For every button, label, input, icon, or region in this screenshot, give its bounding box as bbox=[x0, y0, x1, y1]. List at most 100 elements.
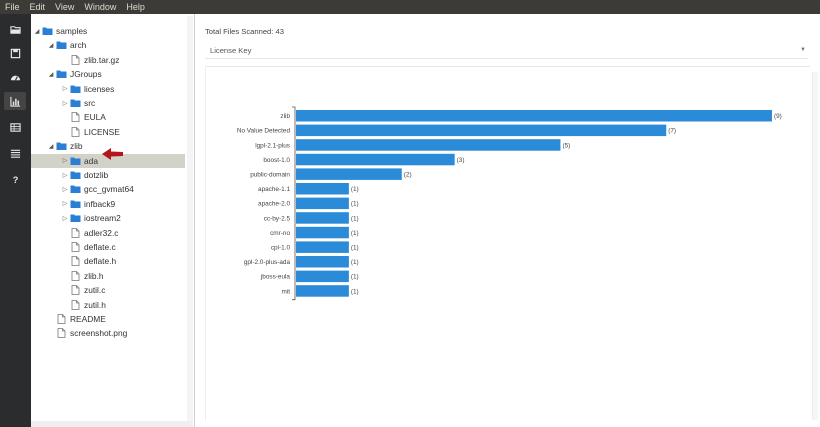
caret-collapsed-icon[interactable]: ▷ bbox=[62, 85, 68, 93]
bar-no-value-detected[interactable] bbox=[296, 124, 667, 137]
license-key-select[interactable]: License Key ▼ bbox=[205, 42, 808, 59]
bar-value-label: (1) bbox=[351, 215, 359, 222]
tree-folder-row[interactable]: ▷ dotzlib bbox=[31, 168, 185, 182]
folder-icon bbox=[42, 27, 53, 35]
bar-public-domain[interactable] bbox=[296, 168, 402, 180]
tree-item-label: zlib bbox=[70, 141, 83, 152]
file-icon bbox=[57, 314, 66, 324]
file-icon bbox=[71, 227, 80, 238]
bar-value-label: (1) bbox=[351, 201, 359, 208]
tree-file-row[interactable]: zutil.c bbox=[31, 283, 185, 297]
open-folder-button[interactable] bbox=[4, 20, 26, 38]
menu-window[interactable]: Window bbox=[84, 2, 117, 12]
bar-chart-icon bbox=[9, 96, 20, 107]
tree-file-row[interactable]: adler32.c bbox=[31, 226, 185, 240]
license-select-value: License Key bbox=[210, 45, 252, 55]
tree-folder-row[interactable]: ▷ licenses bbox=[31, 82, 185, 96]
caret-collapsed-icon[interactable]: ▷ bbox=[62, 200, 68, 208]
folder-icon bbox=[70, 185, 81, 194]
folder-icon bbox=[70, 85, 81, 93]
tree-file-row[interactable]: zlib.tar.gz bbox=[31, 53, 185, 67]
save-icon bbox=[10, 48, 20, 58]
caret-collapsed-icon[interactable]: ▷ bbox=[62, 99, 68, 107]
bar-mit[interactable] bbox=[296, 285, 349, 297]
save-button[interactable] bbox=[4, 44, 26, 62]
tree-folder-row[interactable]: ▷ ada bbox=[31, 153, 185, 168]
y-tick-label: mit bbox=[281, 288, 290, 295]
tree-folder-row[interactable]: ▷ gcc_gvmat64 bbox=[31, 182, 185, 196]
main-content: Total Files Scanned: 43 License Key ▼ zl… bbox=[195, 14, 820, 427]
bar-boost-1-0[interactable] bbox=[296, 153, 455, 166]
bar-cmr-no[interactable] bbox=[296, 226, 349, 239]
license-bar-chart: zlib (9) No Value Detected (7) lgpl-2.1-plus… bbox=[237, 106, 782, 301]
tree-folder-row[interactable]: ◢ zlib bbox=[31, 139, 185, 153]
tree-folder-row[interactable]: ◢ JGroups bbox=[31, 67, 185, 81]
tree-file-row[interactable]: zutil.h bbox=[31, 298, 185, 312]
chart-vertical-scrollbar[interactable] bbox=[812, 72, 818, 420]
y-tick-label: lgpl-2.1-plus bbox=[255, 142, 290, 149]
tree-item-label: zutil.c bbox=[84, 285, 106, 296]
bar-lgpl-2-1-plus[interactable] bbox=[296, 139, 561, 151]
tree-file-row[interactable]: screenshot.png bbox=[31, 326, 185, 340]
caret-expanded-icon[interactable]: ◢ bbox=[48, 142, 54, 150]
caret-collapsed-icon[interactable]: ▷ bbox=[62, 185, 68, 193]
bar-value-label: (1) bbox=[351, 274, 359, 281]
tree-file-row[interactable]: deflate.c bbox=[31, 240, 185, 254]
tree-file-row[interactable]: zlib.h bbox=[31, 269, 185, 283]
menu-edit[interactable]: Edit bbox=[29, 2, 46, 12]
y-tick-label: No Value Detected bbox=[237, 128, 291, 135]
tree-vertical-scrollbar[interactable] bbox=[187, 16, 193, 421]
tree-item-label: infback9 bbox=[84, 198, 116, 209]
file-icon bbox=[71, 270, 80, 281]
chart-view-button[interactable] bbox=[4, 92, 26, 110]
bar-value-label: (1) bbox=[351, 244, 359, 251]
dashboard-button[interactable] bbox=[4, 68, 26, 86]
folder-icon bbox=[70, 171, 81, 179]
left-toolbar: ? bbox=[0, 14, 31, 427]
caret-expanded-icon[interactable]: ◢ bbox=[34, 27, 40, 35]
file-tree-panel: ◢ samples ◢ arch zlib.tar.gz ◢ JGroups ▷ license… bbox=[31, 14, 195, 427]
caret-collapsed-icon[interactable]: ▷ bbox=[62, 157, 68, 165]
tree-file-row[interactable]: deflate.h bbox=[31, 254, 185, 268]
list-view-button[interactable] bbox=[4, 144, 26, 162]
tree-item-label: screenshot.png bbox=[70, 328, 128, 339]
bar-zlib[interactable] bbox=[296, 110, 772, 122]
tree-item-label: zlib.tar.gz bbox=[84, 54, 120, 65]
y-tick-label: apache-1.1 bbox=[258, 186, 290, 193]
tree-folder-row[interactable]: ◢ samples bbox=[31, 24, 185, 38]
menu-file[interactable]: File bbox=[5, 2, 20, 12]
tree-item-label: ada bbox=[84, 155, 98, 166]
tree-item-label: dotzlib bbox=[84, 170, 109, 180]
folder-icon bbox=[70, 214, 81, 223]
file-icon bbox=[71, 54, 80, 65]
bar-cpl-1-0[interactable] bbox=[296, 241, 349, 253]
bar-jboss-eula[interactable] bbox=[296, 270, 349, 283]
bar-value-label: (1) bbox=[351, 186, 359, 193]
help-button[interactable]: ? bbox=[4, 170, 26, 188]
caret-expanded-icon[interactable]: ◢ bbox=[48, 70, 54, 78]
tree-item-label: iostream2 bbox=[84, 213, 121, 224]
tree-folder-row[interactable]: ▷ iostream2 bbox=[31, 211, 185, 225]
folder-icon bbox=[70, 157, 81, 165]
tree-file-row[interactable]: LICENSE bbox=[31, 125, 185, 139]
tree-file-row[interactable]: README bbox=[31, 312, 185, 326]
bar-value-label: (1) bbox=[351, 288, 359, 295]
tree-folder-row[interactable]: ▷ infback9 bbox=[31, 197, 185, 211]
caret-collapsed-icon[interactable]: ▷ bbox=[62, 214, 68, 222]
tree-folder-row[interactable]: ◢ arch bbox=[31, 38, 185, 52]
tree-file-row[interactable]: EULA bbox=[31, 110, 185, 124]
menu-view[interactable]: View bbox=[55, 2, 75, 12]
bar-gpl-2-0-plus-ada[interactable] bbox=[296, 256, 349, 268]
bar-cc-by-2-5[interactable] bbox=[296, 212, 349, 224]
caret-expanded-icon[interactable]: ◢ bbox=[48, 41, 54, 49]
caret-collapsed-icon[interactable]: ▷ bbox=[62, 171, 68, 179]
menu-help[interactable]: Help bbox=[126, 2, 145, 12]
table-view-button[interactable] bbox=[4, 118, 26, 136]
tree-folder-row[interactable]: ▷ src bbox=[31, 96, 185, 110]
tree-horizontal-scrollbar[interactable] bbox=[31, 421, 193, 427]
file-icon bbox=[71, 112, 80, 123]
y-tick-label: boost-1.0 bbox=[263, 157, 290, 164]
file-icon bbox=[71, 299, 80, 310]
bar-apache-2-0[interactable] bbox=[296, 197, 349, 210]
bar-apache-1-1[interactable] bbox=[296, 183, 349, 195]
